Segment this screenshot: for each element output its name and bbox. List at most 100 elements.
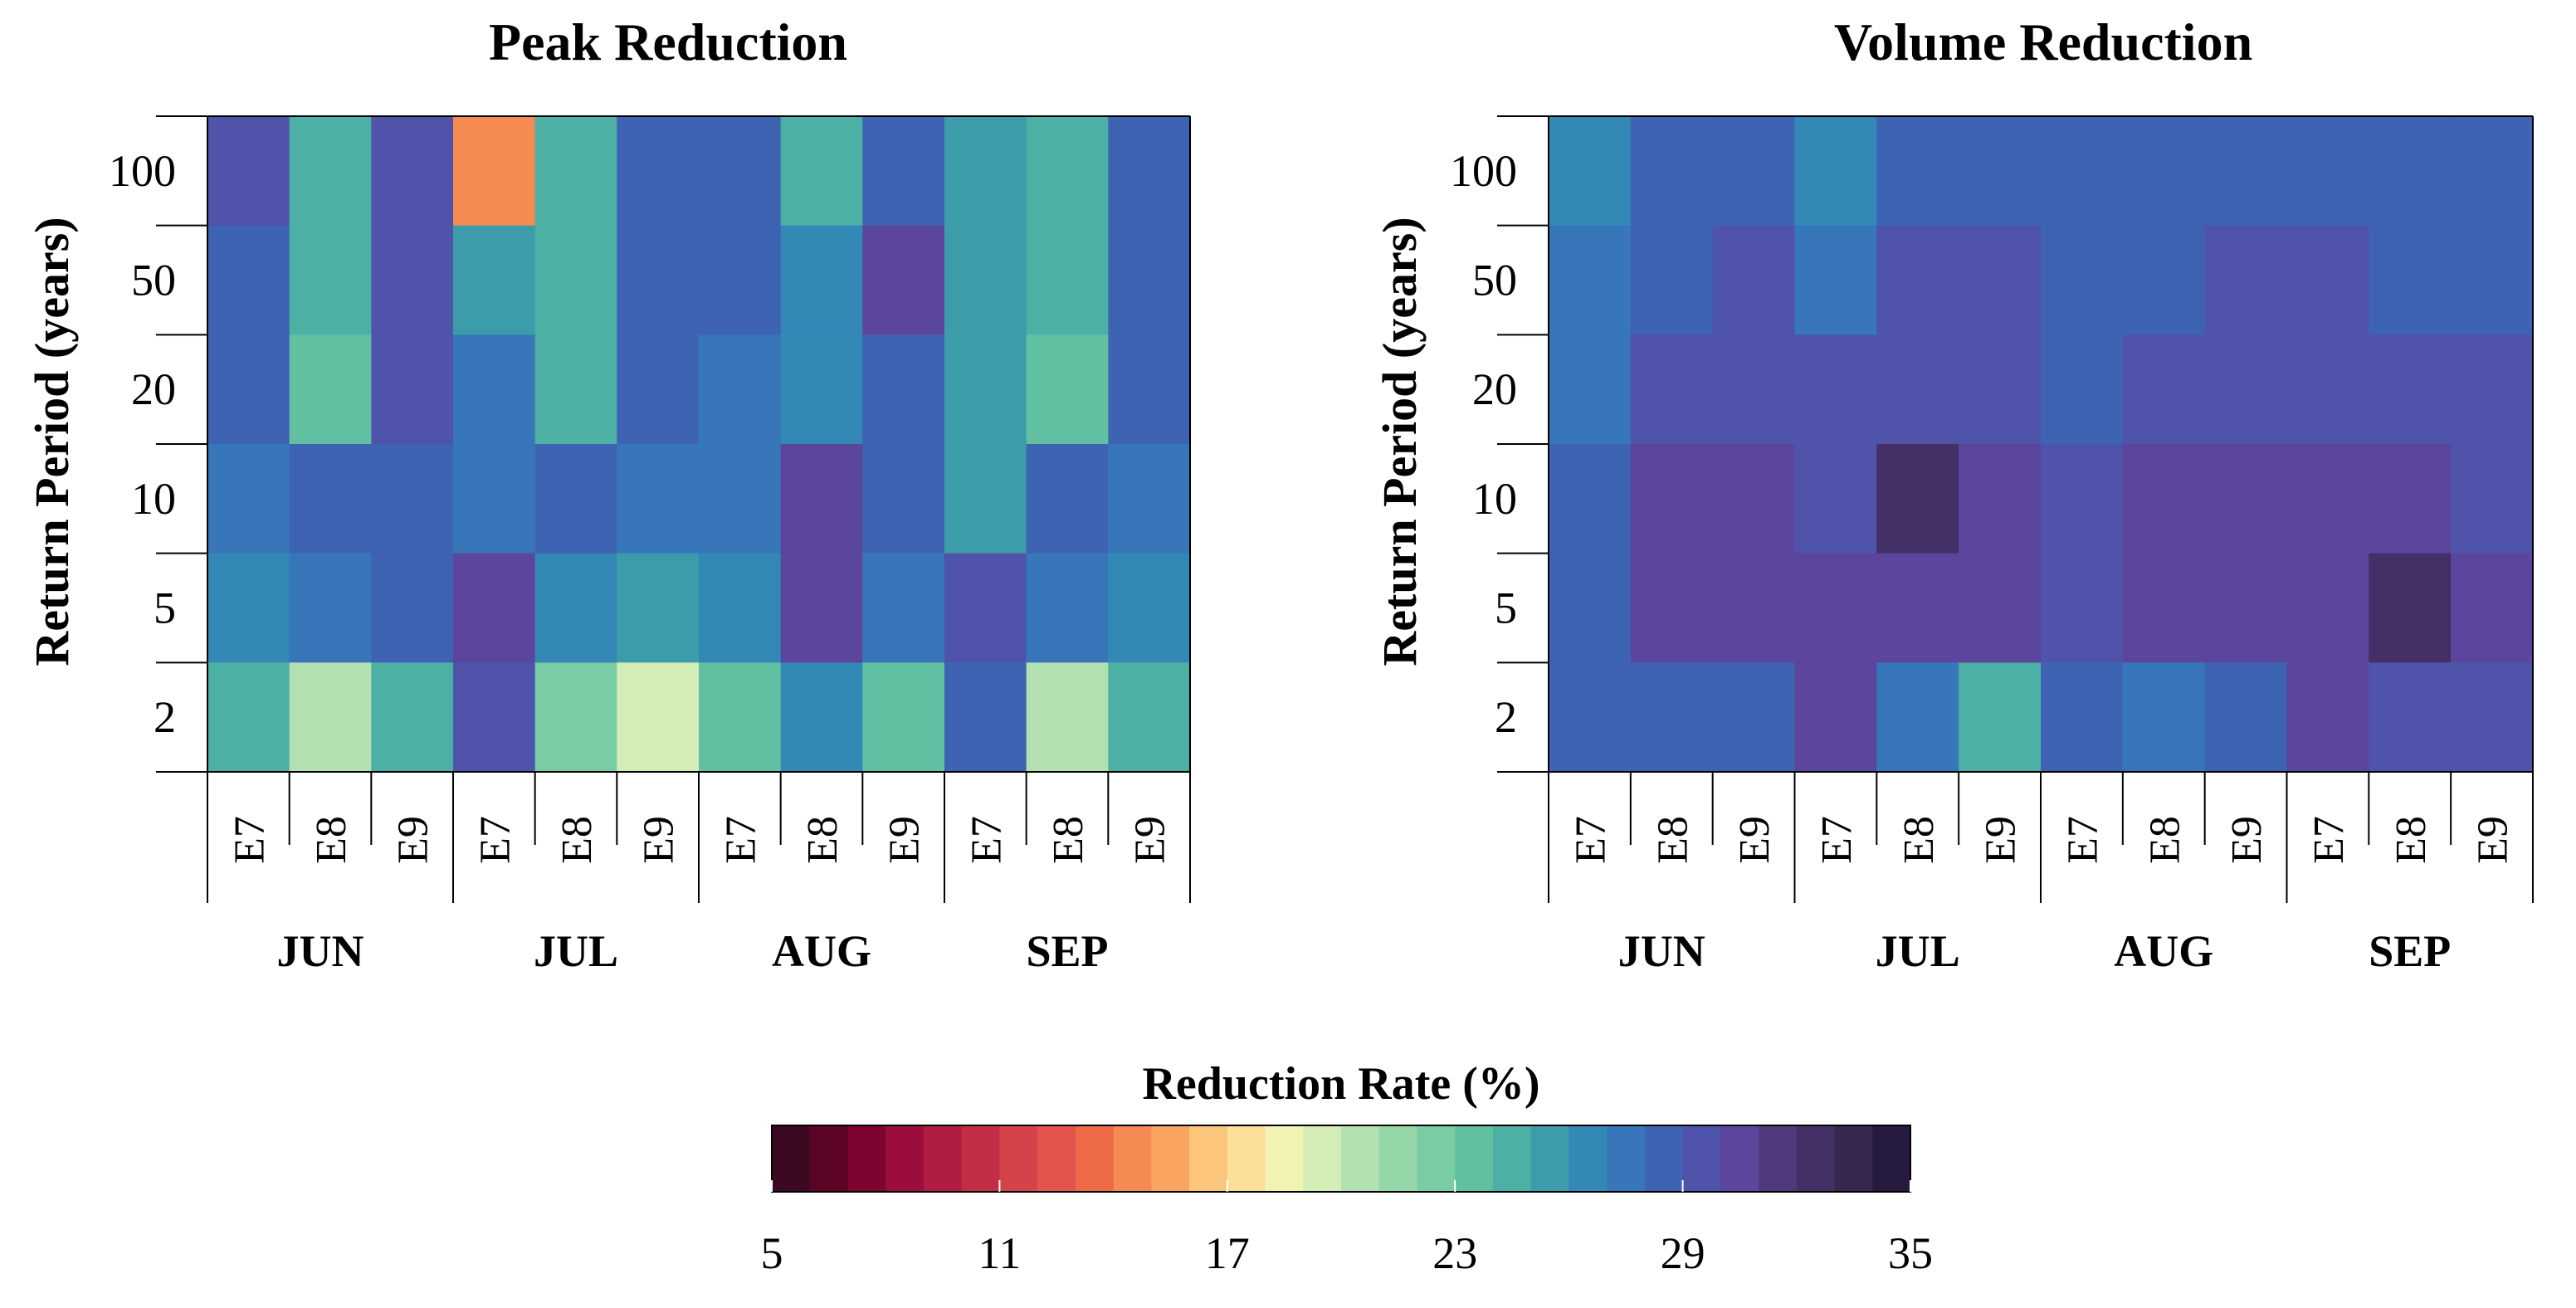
heatmap-cell: [1108, 116, 1191, 227]
heatmap-cell: [2122, 662, 2206, 773]
heatmap-cell: [1026, 553, 1109, 663]
heatmap-cell: [289, 662, 372, 773]
heatmap-cell: [780, 334, 863, 445]
heatmap-cell: [1026, 225, 1109, 335]
colorbar-swatch: [1530, 1125, 1569, 1192]
x-tick-label: E7: [1567, 816, 1614, 864]
heatmap-cell: [2204, 444, 2288, 554]
heatmap-cell: [862, 662, 945, 773]
heatmap-cell: [1108, 553, 1191, 663]
heatmap-cell: [1026, 662, 1109, 773]
heatmap-cell: [2369, 662, 2452, 773]
y-tick-label: 10: [131, 474, 176, 524]
x-tick-labels: E7 E8 E9 E7 E8 E9 E7 E8 E9 E7 E8 E9: [1548, 772, 2534, 903]
y-axis-label: Return Period (years): [25, 217, 79, 666]
heatmap-cell: [2286, 553, 2369, 663]
heatmap-cell: [944, 662, 1027, 773]
heatmap-cell: [862, 225, 945, 335]
colorbar-swatch: [1644, 1125, 1684, 1192]
heatmap-cell: [699, 444, 782, 554]
heatmap-cell: [944, 444, 1027, 554]
heatmap-cell: [2204, 116, 2288, 227]
colorbar-swatch: [1113, 1125, 1152, 1192]
y-tick-labels: 100 50 20 10 5 2: [1450, 115, 1549, 773]
heatmap-cell: [289, 553, 372, 663]
heatmap-cell: [699, 225, 782, 335]
heatmap-cell: [944, 225, 1027, 335]
colorbar-swatch: [1341, 1125, 1380, 1192]
x-tick-labels: E7 E8 E9 E7 E8 E9 E7 E8 E9 E7 E8 E9: [207, 772, 1191, 903]
heatmap-cell: [617, 553, 700, 663]
heatmap-cell: [617, 662, 700, 773]
colorbar-swatch: [809, 1125, 849, 1192]
heatmap-cell: [453, 662, 536, 773]
heatmap-cell: [2204, 225, 2288, 335]
colorbar-swatch: [1455, 1125, 1494, 1192]
heatmap-cell: [207, 225, 290, 335]
colorbar-swatch: [1796, 1125, 1836, 1192]
month-labels: JUN JUL AUG SEP: [277, 926, 1109, 976]
heatmap-cell: [2041, 225, 2124, 335]
heatmap-cell: [371, 553, 454, 663]
heatmap-cell: [862, 553, 945, 663]
heatmap-cell: [1794, 662, 1877, 773]
heatmap-cell: [617, 334, 700, 445]
volume-reduction-panel: Volume Reduction Return Period (years) 1…: [1373, 12, 2534, 976]
colorbar-swatch: [1720, 1125, 1759, 1192]
x-tick-label: E9: [2470, 816, 2517, 864]
colorbar-border: [771, 1125, 1911, 1193]
month-label: SEP: [2369, 926, 2451, 976]
heatmap-cell: [1549, 116, 1632, 227]
heatmap-cell: [944, 334, 1027, 445]
y-tick-label: 20: [1472, 364, 1517, 414]
y-tick-label: 50: [131, 256, 176, 305]
heatmap-cell: [2041, 116, 2124, 227]
heatmap-cell: [699, 553, 782, 663]
heatmap-cells: [1549, 116, 2534, 773]
heatmap-cell: [1712, 225, 1796, 335]
colorbar-swatch: [1834, 1125, 1873, 1192]
y-tick-label: 20: [131, 364, 176, 414]
x-tick-label: E8: [308, 816, 355, 864]
colorbar-tick-label: 35: [1888, 1228, 1933, 1278]
heatmap-cell: [617, 444, 700, 554]
heatmap-cell: [1549, 662, 1632, 773]
axis-frame: [1497, 115, 2534, 773]
x-tick-label: E8: [2388, 816, 2435, 864]
heatmap-cell: [1794, 553, 1877, 663]
heatmap-cell: [2286, 662, 2369, 773]
heatmap-cell: [1876, 662, 1959, 773]
heatmap-cell: [699, 662, 782, 773]
heatmap-cell: [699, 334, 782, 445]
x-tick-label: E7: [2305, 816, 2353, 864]
peak-reduction-panel: Peak Reduction Return Period (years) 100…: [25, 12, 1191, 976]
y-axis-label: Return Period (years): [1373, 217, 1427, 666]
colorbar-swatch: [1417, 1125, 1456, 1192]
heatmap-cell: [1108, 334, 1191, 445]
heatmap-cell: [944, 553, 1027, 663]
colorbar: Reduction Rate (%) 5 11 17 23 29 35: [761, 1058, 1934, 1278]
heatmap-cell: [2451, 334, 2534, 445]
heatmap-cell: [1876, 225, 1959, 335]
heatmap-cell: [1630, 116, 1714, 227]
heatmap-cell: [371, 225, 454, 335]
colorbar-swatch: [1378, 1125, 1418, 1192]
colorbar-swatch: [847, 1125, 886, 1192]
month-labels: JUN JUL AUG SEP: [1618, 926, 2452, 976]
colorbar-swatch: [1872, 1125, 1911, 1192]
heatmap-cell: [1959, 553, 2042, 663]
heatmap-cell: [1794, 334, 1877, 445]
x-tick-label: E9: [1731, 816, 1778, 864]
heatmap-cell: [1876, 444, 1959, 554]
month-label: JUL: [1876, 926, 1960, 976]
heatmap-cell: [1026, 334, 1109, 445]
heatmap-cell: [2041, 334, 2124, 445]
month-label: JUN: [1618, 926, 1705, 976]
heatmap-cell: [1108, 662, 1191, 773]
heatmap-cell: [2451, 444, 2534, 554]
colorbar-tick-label: 5: [761, 1228, 783, 1278]
y-tick-label: 5: [1495, 583, 1517, 633]
panel-title: Volume Reduction: [1834, 12, 2252, 71]
heatmap-cell: [371, 116, 454, 227]
heatmap-cell: [207, 553, 290, 663]
